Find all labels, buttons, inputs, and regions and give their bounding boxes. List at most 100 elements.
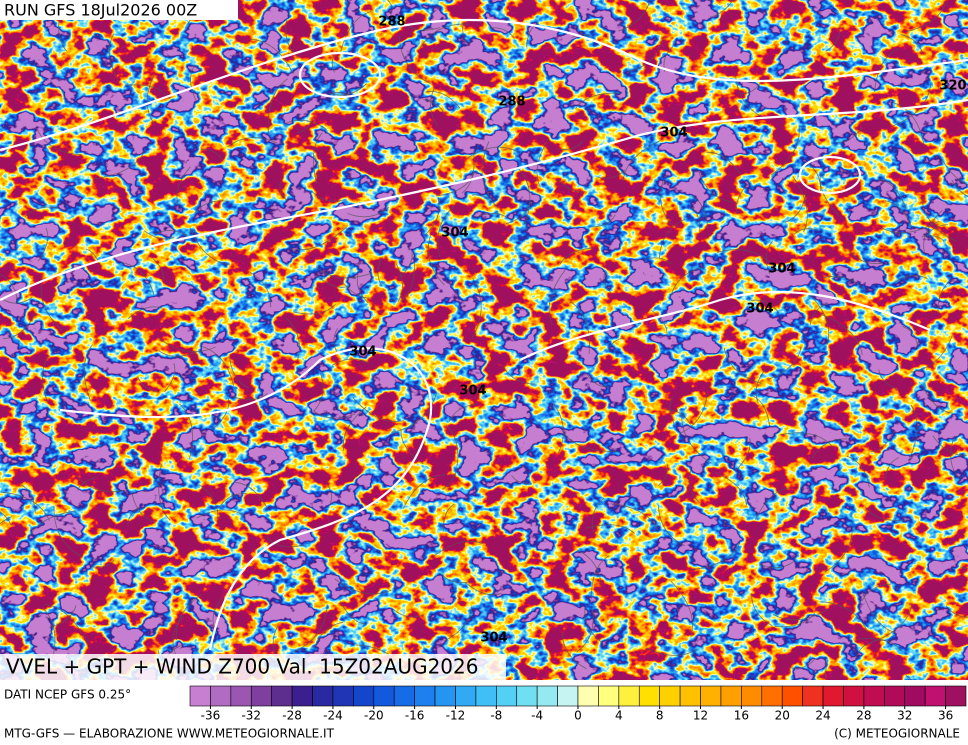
colorbar-box (700, 685, 722, 707)
colorbar-box (720, 685, 742, 707)
streamline (201, 148, 223, 160)
streamline (576, 549, 602, 587)
streamline (146, 74, 155, 125)
streamline (28, 510, 76, 538)
streamline (75, 474, 126, 492)
streamline (575, 92, 622, 109)
contour-label: 304 (746, 302, 773, 317)
streamline (293, 303, 336, 315)
streamline (313, 371, 324, 412)
streamline (561, 632, 587, 670)
colorbar-box (781, 685, 803, 707)
streamline (218, 493, 247, 508)
streamline (526, 22, 539, 48)
contour-label: 304 (459, 384, 486, 399)
streamline (932, 435, 967, 456)
streamline (938, 154, 968, 185)
streamline (213, 398, 230, 429)
colorbar: -36 -32 -28 -24 -20 -16 -12 -8 -4 0 4 8 12 16 20 24 28 32… (189, 685, 967, 723)
colorbar-box (332, 685, 354, 707)
streamline (441, 573, 470, 584)
contour-320 (798, 155, 862, 195)
streamline (706, 151, 741, 175)
streamline (808, 293, 830, 345)
streamline (77, 477, 96, 491)
streamline (900, 34, 924, 54)
streamline (960, 566, 968, 569)
colorbar-box (884, 685, 906, 707)
streamline (751, 593, 773, 627)
streamline (670, 580, 693, 638)
streamline (94, 150, 145, 180)
streamline (690, 194, 709, 229)
colorbar-box (822, 685, 844, 707)
colorbar-tick-label: 36 (938, 709, 953, 723)
streamline (310, 190, 345, 202)
streamline (658, 218, 686, 258)
streamline (297, 118, 314, 134)
colorbar-tick-label: 8 (656, 709, 664, 723)
contour-label: 288 (378, 15, 405, 30)
streamline (391, 393, 437, 433)
streamline (651, 309, 668, 337)
contour-label: 304 (660, 126, 687, 141)
streamline (122, 262, 155, 296)
streamline (250, 38, 294, 75)
colorbar-box (802, 685, 824, 707)
streamline (571, 34, 593, 38)
streamline (570, 301, 590, 355)
streamline (559, 247, 594, 265)
streamline (518, 169, 531, 225)
streamline (196, 509, 246, 519)
streamline (769, 346, 802, 380)
streamline (442, 503, 455, 532)
streamline (552, 402, 564, 454)
streamline (131, 491, 156, 524)
streamline (227, 137, 278, 148)
colorbar-box (455, 685, 477, 707)
colorbar-box (863, 685, 885, 707)
streamline (951, 179, 968, 198)
streamline (691, 207, 701, 233)
colorbar-box (312, 685, 334, 707)
colorbar-box (924, 685, 946, 707)
colorbar-box (434, 685, 456, 707)
streamline (819, 601, 869, 633)
colorbar-box (230, 685, 252, 707)
streamline (879, 602, 913, 640)
streamline (339, 278, 373, 299)
streamline (613, 503, 659, 532)
colorbar-tick-label: -24 (323, 709, 343, 723)
streamline (861, 583, 892, 602)
colorbar-tick-label: -28 (282, 709, 302, 723)
streamline (279, 181, 288, 202)
streamline (881, 220, 940, 234)
colorbar-box (496, 685, 518, 707)
streamline (811, 438, 848, 459)
colorbar-box (189, 685, 211, 707)
footer-right: (C) METEOGIORNALE (834, 727, 960, 741)
colorbar-box (393, 685, 415, 707)
streamline (347, 206, 390, 218)
map-field (0, 0, 968, 680)
streamline (313, 410, 356, 419)
contour-label: 288 (498, 95, 525, 110)
colorbar-box (271, 685, 293, 707)
streamline (771, 126, 800, 176)
colorbar-box (353, 685, 375, 707)
map-title: VVEL + GPT + WIND Z700 Val. 15Z02AUG2026 (6, 655, 478, 679)
streamline (128, 306, 163, 319)
colorbar-box (741, 685, 763, 707)
streamline (548, 270, 566, 325)
streamline (846, 455, 870, 488)
streamline (561, 430, 617, 452)
streamline (172, 615, 184, 655)
streamline (249, 272, 272, 308)
streamline (0, 491, 50, 521)
colorbar-box (291, 685, 313, 707)
colorbar-tick-label: -8 (490, 709, 502, 723)
streamline (352, 397, 405, 422)
streamline (212, 597, 223, 627)
streamline (0, 273, 18, 300)
colorbar-tick-label: -20 (364, 709, 384, 723)
